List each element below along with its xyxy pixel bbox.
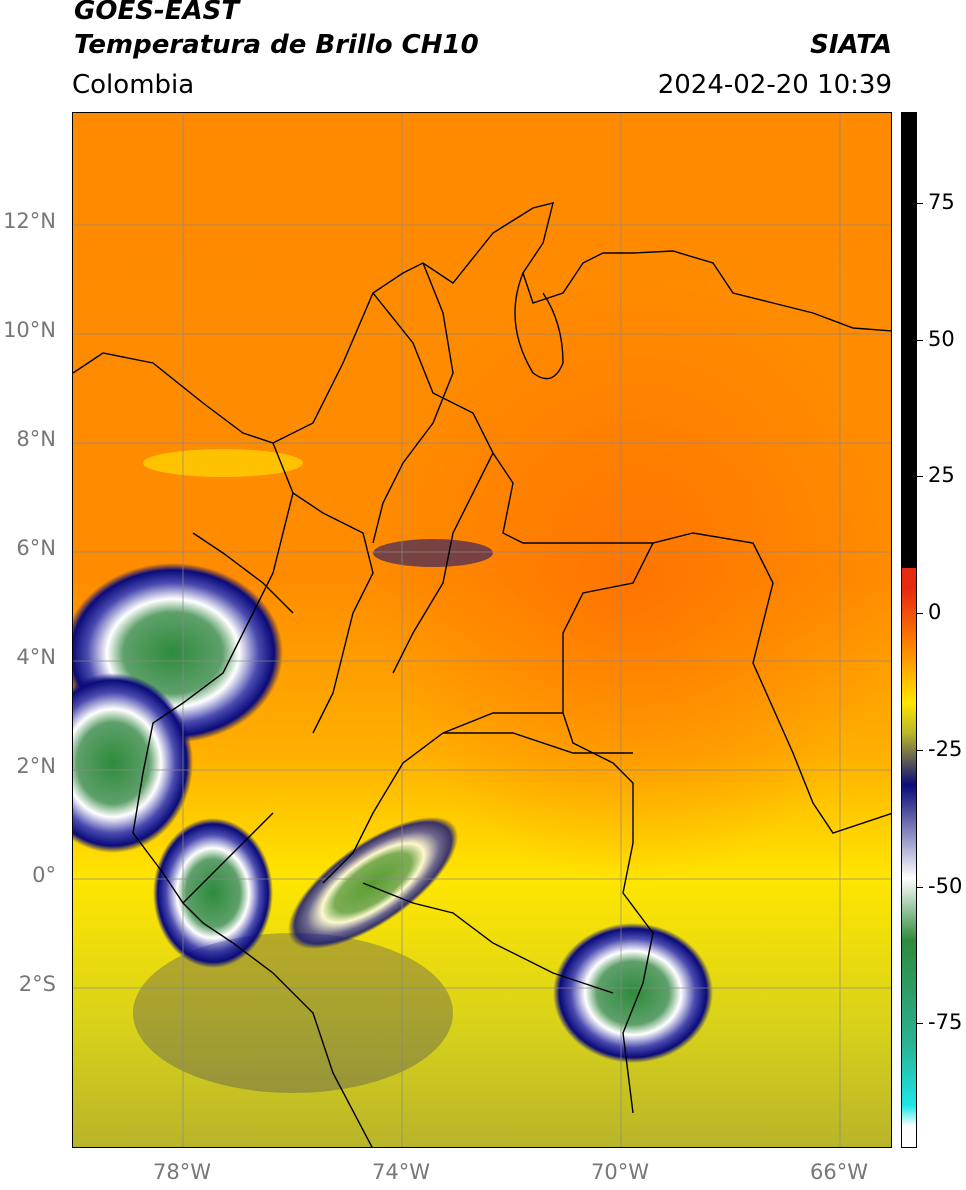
- product-title: Temperatura de Brillo CH10: [74, 30, 479, 60]
- lat-label-6n: 6°N: [16, 536, 56, 560]
- colorbar-tick: [917, 749, 923, 751]
- colorbar-tick-label: 0: [928, 600, 942, 624]
- lat-label-2s: 2°S: [18, 972, 56, 996]
- region-label: Colombia: [72, 70, 195, 100]
- cloud-band-andes: [373, 539, 493, 567]
- lat-label-12n: 12°N: [3, 209, 56, 233]
- colorbar-tick-label: -75: [928, 1010, 963, 1035]
- colorbar: [901, 112, 917, 1148]
- lon-label-74w: 74°W: [372, 1160, 430, 1184]
- storm-cell-pacific-coast: [73, 673, 193, 853]
- cloud-band-panama: [143, 449, 303, 477]
- colorbar-tick: [917, 476, 923, 478]
- satellite-title: GOES-EAST: [74, 0, 240, 26]
- colorbar-tick-label: 25: [928, 463, 955, 488]
- datetime-label: 2024-02-20 10:39: [657, 70, 892, 100]
- agency-label: SIATA: [810, 30, 892, 60]
- colorbar-tick: [917, 339, 923, 341]
- colorbar-tick: [917, 613, 923, 614]
- colorbar-tick: [917, 202, 923, 204]
- colorbar-tick-label: 75: [928, 189, 955, 214]
- coastlines-and-borders: [73, 202, 891, 1147]
- lon-label-78w: 78°W: [153, 1160, 211, 1184]
- lon-label-66w: 66°W: [810, 1160, 868, 1184]
- lat-label-8n: 8°N: [16, 427, 56, 451]
- colorbar-tick-label: -25: [928, 736, 963, 761]
- colorbar-tick-label: 50: [928, 326, 955, 351]
- cloud-field-southwest: [133, 933, 453, 1093]
- map-canvas: [73, 113, 891, 1147]
- colorbar-tick-label: -50: [928, 873, 963, 898]
- colorbar-tick: [917, 886, 923, 888]
- lon-label-70w: 70°W: [591, 1160, 649, 1184]
- lat-label-2n: 2°N: [16, 754, 56, 778]
- lat-label-10n: 10°N: [3, 318, 56, 342]
- graticule: [73, 113, 891, 1147]
- colorbar-tick: [917, 1023, 923, 1025]
- satellite-map[interactable]: [72, 112, 892, 1148]
- storm-cell-amazon: [553, 923, 713, 1063]
- storm-band-south: [287, 816, 459, 950]
- lat-label-0: 0°: [32, 863, 56, 887]
- lat-label-4n: 4°N: [16, 645, 56, 669]
